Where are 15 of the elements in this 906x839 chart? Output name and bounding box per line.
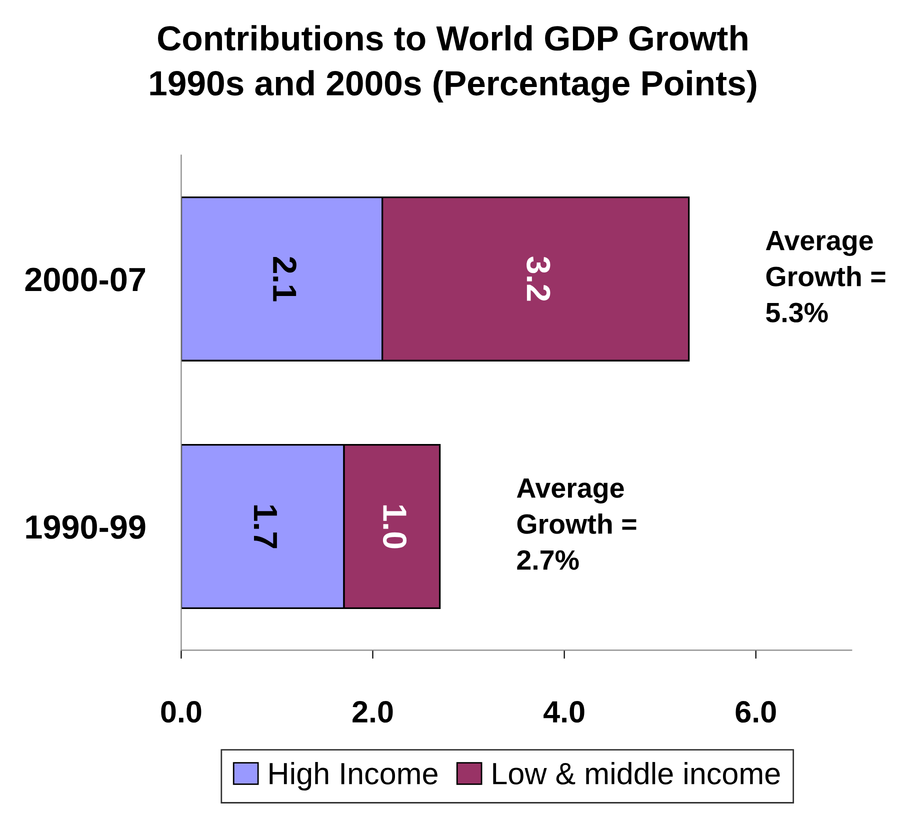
legend-label: High Income: [270, 762, 438, 791]
legend-label: Low & middle income: [493, 762, 780, 784]
data-label: 2.1: [273, 256, 296, 302]
x-tick-label: 0.0: [161, 701, 202, 723]
chart-title: Contributions to World GDP Growth 1990s and 2000s (Percentage Points): [150, 25, 756, 103]
x-tick-label: 2.0: [352, 701, 393, 723]
annotation: Average Growth = 5.3%: [766, 230, 886, 322]
y-tick-label: 1990-99: [26, 515, 146, 539]
x-tick-label: 6.0: [736, 701, 776, 723]
annotation: Average Growth = 2.7%: [516, 478, 636, 570]
data-label: 1.7: [254, 505, 277, 548]
y-tick-label: 2000-07: [25, 268, 146, 292]
data-label: 1.0: [382, 505, 407, 548]
data-label: 3.2: [526, 256, 550, 301]
x-tick-label: 4.0: [544, 701, 584, 723]
